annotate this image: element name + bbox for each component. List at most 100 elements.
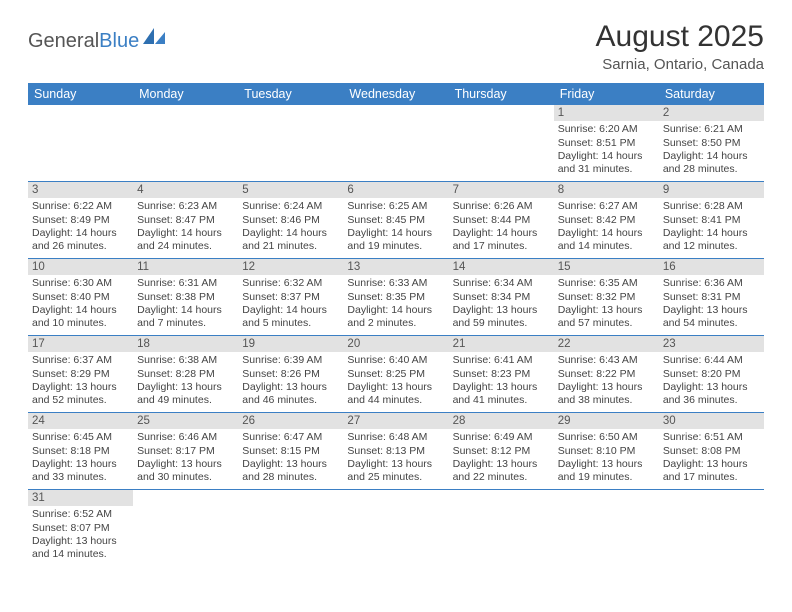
sunrise-line: Sunrise: 6:25 AM (347, 200, 444, 213)
sunrise-line: Sunrise: 6:26 AM (453, 200, 550, 213)
daylight-line: Daylight: 13 hours and 25 minutes. (347, 458, 444, 484)
sunrise-line: Sunrise: 6:44 AM (663, 354, 760, 367)
day-number: 28 (449, 413, 554, 429)
sunrise-line: Sunrise: 6:38 AM (137, 354, 234, 367)
daylight-line: Daylight: 13 hours and 57 minutes. (558, 304, 655, 330)
sunrise-line: Sunrise: 6:43 AM (558, 354, 655, 367)
calendar-day-cell: 29Sunrise: 6:50 AMSunset: 8:10 PMDayligh… (554, 413, 659, 490)
sunset-line: Sunset: 8:35 PM (347, 291, 444, 304)
day-number: 29 (554, 413, 659, 429)
logo-sail-icon (143, 28, 165, 44)
sunrise-line: Sunrise: 6:47 AM (242, 431, 339, 444)
calendar-day-cell: . (133, 105, 238, 182)
day-number: 23 (659, 336, 764, 352)
daylight-line: Daylight: 14 hours and 24 minutes. (137, 227, 234, 253)
daylight-line: Daylight: 13 hours and 49 minutes. (137, 381, 234, 407)
sunrise-line: Sunrise: 6:27 AM (558, 200, 655, 213)
day-number: 4 (133, 182, 238, 198)
calendar-day-cell: . (133, 490, 238, 567)
day-number: 15 (554, 259, 659, 275)
calendar-day-cell: 6 Sunrise: 6:25 AMSunset: 8:45 PMDaylight… (343, 182, 448, 259)
sunrise-line: Sunrise: 6:39 AM (242, 354, 339, 367)
day-number: 3 (28, 182, 133, 198)
day-number: 12 (238, 259, 343, 275)
daylight-line: Daylight: 14 hours and 7 minutes. (137, 304, 234, 330)
daylight-line: Daylight: 14 hours and 10 minutes. (32, 304, 129, 330)
sunrise-line: Sunrise: 6:24 AM (242, 200, 339, 213)
calendar-day-cell: 1Sunrise: 6:20 AMSunset: 8:51 PMDaylight… (554, 105, 659, 182)
daylight-line: Daylight: 14 hours and 12 minutes. (663, 227, 760, 253)
calendar-day-cell: 9Sunrise: 6:28 AMSunset: 8:41 PMDaylight… (659, 182, 764, 259)
daylight-line: Daylight: 13 hours and 38 minutes. (558, 381, 655, 407)
calendar-day-cell: . (28, 105, 133, 182)
day-number: 24 (28, 413, 133, 429)
sunset-line: Sunset: 8:37 PM (242, 291, 339, 304)
sunset-line: Sunset: 8:08 PM (663, 445, 760, 458)
sunrise-line: Sunrise: 6:50 AM (558, 431, 655, 444)
daylight-line: Daylight: 13 hours and 36 minutes. (663, 381, 760, 407)
weekday-header: Monday (133, 83, 238, 105)
day-number: 10 (28, 259, 133, 275)
sunset-line: Sunset: 8:12 PM (453, 445, 550, 458)
sunrise-line: Sunrise: 6:40 AM (347, 354, 444, 367)
sunset-line: Sunset: 8:45 PM (347, 214, 444, 227)
calendar-body: ..... 1Sunrise: 6:20 AMSunset: 8:51 PMDay… (28, 105, 764, 566)
sunrise-line: Sunrise: 6:36 AM (663, 277, 760, 290)
sunset-line: Sunset: 8:20 PM (663, 368, 760, 381)
day-number: 6 (343, 182, 448, 198)
calendar-week-row: .....1Sunrise: 6:20 AMSunset: 8:51 PMDay… (28, 105, 764, 182)
calendar-day-cell: 10Sunrise: 6:30 AMSunset: 8:40 PMDayligh… (28, 259, 133, 336)
sunset-line: Sunset: 8:26 PM (242, 368, 339, 381)
calendar-day-cell: 27Sunrise: 6:48 AMSunset: 8:13 PMDayligh… (343, 413, 448, 490)
day-number: 7 (449, 182, 554, 198)
sunset-line: Sunset: 8:22 PM (558, 368, 655, 381)
daylight-line: Daylight: 13 hours and 44 minutes. (347, 381, 444, 407)
calendar-day-cell: 14Sunrise: 6:34 AMSunset: 8:34 PMDayligh… (449, 259, 554, 336)
sunrise-line: Sunrise: 6:48 AM (347, 431, 444, 444)
calendar-week-row: 10Sunrise: 6:30 AMSunset: 8:40 PMDayligh… (28, 259, 764, 336)
sunset-line: Sunset: 8:47 PM (137, 214, 234, 227)
sunrise-line: Sunrise: 6:45 AM (32, 431, 129, 444)
calendar-day-cell: 31Sunrise: 6:52 AMSunset: 8:07 PMDayligh… (28, 490, 133, 567)
daylight-line: Daylight: 13 hours and 46 minutes. (242, 381, 339, 407)
sunrise-line: Sunrise: 6:46 AM (137, 431, 234, 444)
calendar-day-cell: . (238, 490, 343, 567)
day-number: 1 (554, 105, 659, 121)
sunrise-line: Sunrise: 6:21 AM (663, 123, 760, 136)
daylight-line: Daylight: 13 hours and 17 minutes. (663, 458, 760, 484)
daylight-line: Daylight: 13 hours and 30 minutes. (137, 458, 234, 484)
daylight-line: Daylight: 13 hours and 54 minutes. (663, 304, 760, 330)
calendar-day-cell: 21Sunrise: 6:41 AMSunset: 8:23 PMDayligh… (449, 336, 554, 413)
daylight-line: Daylight: 14 hours and 26 minutes. (32, 227, 129, 253)
daylight-line: Daylight: 13 hours and 28 minutes. (242, 458, 339, 484)
sunrise-line: Sunrise: 6:34 AM (453, 277, 550, 290)
day-number: 16 (659, 259, 764, 275)
calendar-day-cell: 13Sunrise: 6:33 AMSunset: 8:35 PMDayligh… (343, 259, 448, 336)
calendar-day-cell: . (343, 105, 448, 182)
calendar-day-cell: 11Sunrise: 6:31 AMSunset: 8:38 PMDayligh… (133, 259, 238, 336)
sunrise-line: Sunrise: 6:30 AM (32, 277, 129, 290)
daylight-line: Daylight: 14 hours and 5 minutes. (242, 304, 339, 330)
logo: GeneralBlue (28, 28, 165, 54)
sunset-line: Sunset: 8:29 PM (32, 368, 129, 381)
day-number: 21 (449, 336, 554, 352)
sunrise-line: Sunrise: 6:51 AM (663, 431, 760, 444)
calendar-day-cell: 23 Sunrise: 6:44 AMSunset: 8:20 PMDayligh… (659, 336, 764, 413)
weekday-header: Tuesday (238, 83, 343, 105)
calendar-day-cell: 2Sunrise: 6:21 AMSunset: 8:50 PMDaylight… (659, 105, 764, 182)
sunset-line: Sunset: 8:23 PM (453, 368, 550, 381)
calendar-day-cell: . (554, 490, 659, 567)
daylight-line: Daylight: 14 hours and 2 minutes. (347, 304, 444, 330)
sunrise-line: Sunrise: 6:31 AM (137, 277, 234, 290)
weekday-header: Friday (554, 83, 659, 105)
day-number: 19 (238, 336, 343, 352)
day-number: 5 (238, 182, 343, 198)
calendar-day-cell: 12Sunrise: 6:32 AMSunset: 8:37 PMDayligh… (238, 259, 343, 336)
calendar-day-cell: . (659, 490, 764, 567)
daylight-line: Daylight: 13 hours and 14 minutes. (32, 535, 129, 561)
calendar-day-cell: 3Sunrise: 6:22 AMSunset: 8:49 PMDaylight… (28, 182, 133, 259)
sunset-line: Sunset: 8:07 PM (32, 522, 129, 535)
calendar-day-cell: 19 Sunrise: 6:39 AMSunset: 8:26 PMDayligh… (238, 336, 343, 413)
daylight-line: Daylight: 14 hours and 19 minutes. (347, 227, 444, 253)
daylight-line: Daylight: 13 hours and 33 minutes. (32, 458, 129, 484)
